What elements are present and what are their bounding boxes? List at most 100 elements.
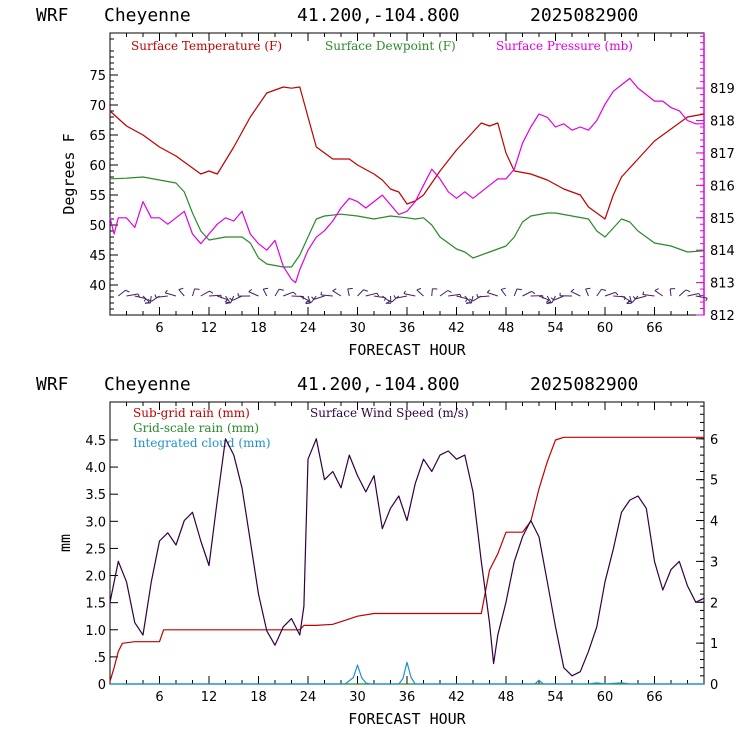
wind-barb — [403, 293, 416, 297]
bottom-y-tick-label: 1.5 — [85, 597, 106, 612]
top-y-tick-label: 45 — [89, 249, 106, 264]
top-header-coords: 41.200,-104.800 — [297, 5, 460, 26]
bottom-x-tick-label: 12 — [201, 690, 218, 705]
wind-barb-flag — [320, 291, 323, 296]
wind-barb-flag — [393, 295, 397, 299]
top-y-tick-label: 65 — [89, 129, 106, 144]
wind-barb — [416, 289, 424, 297]
wind-barb — [669, 288, 672, 297]
wind-barb-flag — [632, 296, 636, 300]
wind-barb-flag — [465, 298, 468, 302]
wind-barb-flag — [615, 292, 619, 296]
bottom-y-tick-label: 4.0 — [85, 461, 106, 476]
bottom-x-tick-label: 60 — [597, 690, 614, 705]
wind-barb — [687, 293, 699, 297]
bottom-y-tick-label: 3.0 — [85, 515, 106, 530]
wind-barb-flag — [154, 294, 157, 298]
wind-barb-flag — [500, 287, 506, 290]
wind-barb — [313, 295, 325, 300]
bottom-header-model: WRF — [36, 374, 69, 395]
bottom-y2-tick-label: 5 — [710, 474, 718, 489]
wind-barb-flag — [685, 289, 691, 293]
wind-barb-flag — [447, 290, 452, 293]
wind-barb-flag — [387, 299, 393, 303]
wind-barb — [635, 295, 647, 300]
wind-barb-flag — [546, 301, 552, 304]
top-y-tick-label: 40 — [89, 279, 106, 294]
wind-barb-flag — [416, 287, 422, 291]
bottom-y2-tick-label: 3 — [710, 555, 718, 570]
bottom-header-init: 2025082900 — [530, 374, 638, 395]
bottom-y2-tick-label: 4 — [710, 515, 718, 530]
wind-barb — [477, 295, 490, 298]
bottom-axis-ticks: 6 12 18 24 30 36 42 48 54 60 660.51.01.52.02.53.03… — [85, 402, 718, 705]
wind-barb — [365, 292, 377, 297]
top-x-tick-label: 60 — [597, 321, 614, 336]
wind-barb — [357, 289, 364, 297]
wind-barb — [470, 295, 474, 304]
top-header-init: 2025082900 — [530, 5, 638, 26]
wind-barb — [439, 290, 449, 297]
wind-barb — [678, 289, 687, 297]
top-series-group — [109, 77, 705, 284]
top-plot-frame — [109, 32, 705, 316]
top-panel: WRF Cheyenne 41.200,-104.800 2025082900 … — [36, 5, 735, 359]
wind-barb — [570, 291, 581, 297]
bottom-x-tick-label: 48 — [498, 690, 515, 705]
top-header-station: Cheyenne — [104, 5, 191, 26]
wind-barb — [178, 289, 185, 297]
wind-barb-flag — [305, 302, 311, 305]
wind-barb — [126, 293, 139, 297]
wind-barb-flag — [263, 287, 269, 290]
wind-barb-flag — [698, 293, 701, 297]
top-x-tick-label: 12 — [201, 321, 218, 336]
wind-barb-flag — [137, 293, 140, 298]
wind-barb-flag — [550, 297, 555, 301]
bottom-x-tick-label: 66 — [646, 690, 663, 705]
top-y2-tick-label: 819 — [710, 82, 735, 97]
top-x-tick-label: 42 — [448, 321, 465, 336]
bottom-x-axis-label: FORECAST HOUR — [348, 710, 466, 728]
legend-subgrid-rain: Sub-grid rain (mm) — [133, 406, 250, 420]
top-y2-tick-label: 815 — [710, 212, 735, 227]
top-x-tick-label: 6 — [155, 321, 163, 336]
wind-barb-flag — [468, 298, 474, 302]
wind-barb-flag — [147, 298, 152, 302]
wind-barb — [192, 288, 196, 297]
wind-barb — [155, 295, 168, 298]
wind-barb-flag — [476, 293, 479, 298]
legend-pressure: Surface Pressure (mb) — [496, 39, 633, 53]
wind-barb — [283, 291, 294, 297]
bottom-header-coords: 41.200,-104.800 — [297, 374, 460, 395]
bottom-series-integrated-cloud-mm — [110, 661, 704, 685]
wind-barb-flag — [229, 297, 233, 301]
top-x-tick-label: 30 — [349, 321, 366, 336]
wind-barb — [347, 288, 350, 297]
bottom-series-sub-grid-rain-mm — [109, 436, 704, 682]
wind-barb-flag — [225, 301, 231, 304]
bottom-y2-tick-label: 1 — [710, 637, 718, 652]
wind-barb-flag — [654, 288, 659, 292]
bottom-y-tick-label: .5 — [94, 651, 106, 666]
wind-barb-flag — [516, 288, 522, 291]
bottom-series-group — [109, 436, 705, 685]
wind-barb — [642, 294, 655, 297]
wind-barb-flag — [531, 290, 536, 295]
wind-barb-flag — [125, 289, 130, 293]
wind-barb-flag — [627, 300, 633, 303]
wind-barb — [654, 290, 664, 297]
bottom-x-tick-label: 18 — [250, 690, 267, 705]
wind-barb-flag — [705, 297, 708, 302]
wind-barb-flag — [292, 291, 297, 295]
bottom-y-tick-label: 1.0 — [85, 624, 106, 639]
wind-barb-flag — [178, 287, 184, 291]
wind-barb — [117, 289, 126, 297]
wind-barb — [538, 295, 550, 301]
top-x-tick-label: 24 — [300, 321, 317, 336]
bottom-x-tick-label: 42 — [448, 690, 465, 705]
top-y2-tick-label: 812 — [710, 309, 735, 324]
wind-barb-flag — [224, 299, 228, 303]
wind-barb — [448, 293, 461, 297]
wind-barb-flag — [311, 296, 315, 300]
